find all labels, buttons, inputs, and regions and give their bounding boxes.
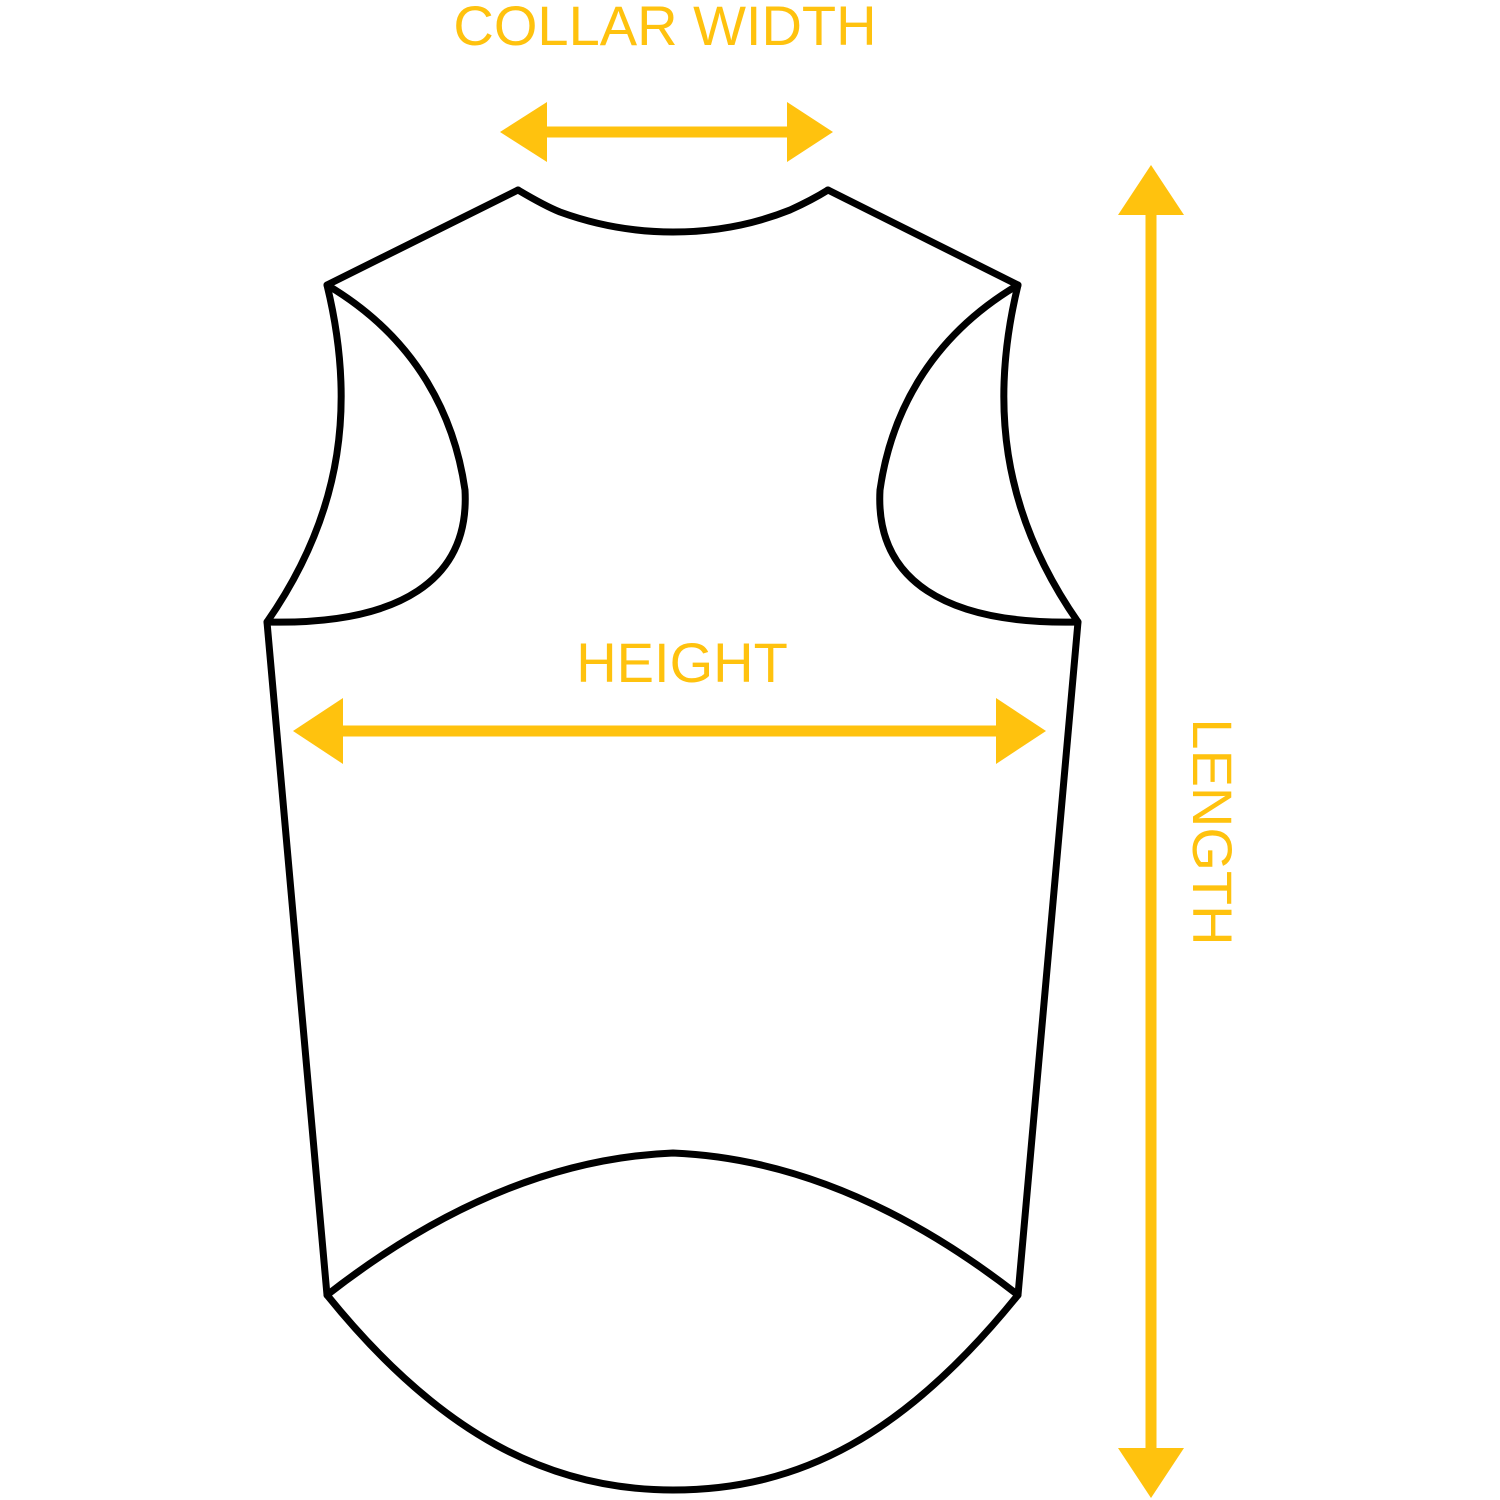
right-side (1014, 618, 1082, 1299)
right-armhole (876, 281, 1082, 626)
left-shoulder (323, 186, 522, 289)
vest-outline (263, 186, 1082, 1494)
inner-hem (323, 1149, 1022, 1299)
left-armhole (263, 281, 469, 626)
outer-hem (323, 1291, 1022, 1494)
neckline (514, 186, 832, 236)
collar-width-arrow (500, 102, 833, 162)
right-shoulder (824, 186, 1022, 289)
height-arrow (293, 698, 1046, 764)
collar-width-label: COLLAR WIDTH (453, 0, 876, 57)
length-label: LENGTH (1181, 718, 1244, 945)
left-side (263, 618, 331, 1299)
length-arrow (1118, 165, 1184, 1498)
height-label: HEIGHT (576, 631, 788, 694)
